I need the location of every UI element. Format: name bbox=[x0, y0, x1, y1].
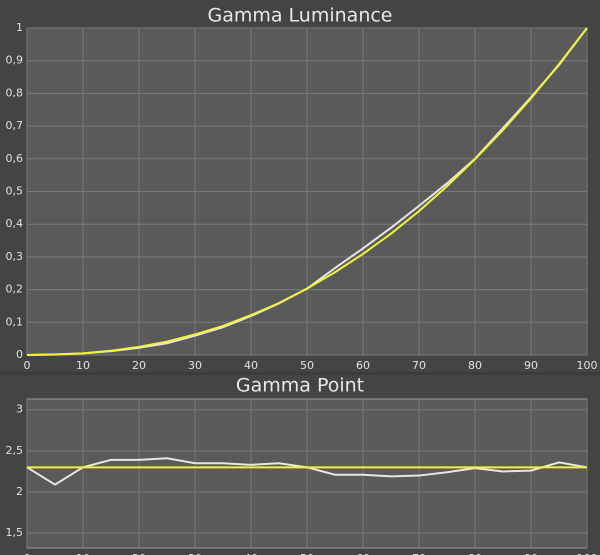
y-tick-label: 0,6 bbox=[6, 152, 24, 165]
y-tick-label: 3 bbox=[16, 403, 23, 416]
x-tick-label: 40 bbox=[244, 552, 258, 555]
x-tick-label: 30 bbox=[188, 359, 202, 372]
y-tick-label: 0,9 bbox=[6, 54, 24, 67]
y-tick-label: 0,8 bbox=[6, 86, 24, 99]
x-tick-label: 60 bbox=[356, 552, 370, 555]
x-tick-label: 20 bbox=[132, 359, 146, 372]
y-tick-label: 2,5 bbox=[6, 444, 24, 457]
y-tick-label: 0,3 bbox=[6, 250, 24, 263]
y-tick-label: 1 bbox=[16, 21, 23, 34]
x-tick-label: 10 bbox=[76, 359, 90, 372]
x-tick-label: 20 bbox=[132, 552, 146, 555]
x-tick-label: 80 bbox=[468, 359, 482, 372]
x-tick-label: 80 bbox=[468, 552, 482, 555]
x-tick-label: 40 bbox=[244, 359, 258, 372]
x-tick-label: 30 bbox=[188, 552, 202, 555]
data-line bbox=[26, 27, 588, 356]
y-tick-label: 0,5 bbox=[6, 185, 24, 198]
y-tick-label: 2 bbox=[16, 485, 23, 498]
x-tick-label: 90 bbox=[524, 552, 538, 555]
x-tick-label: 70 bbox=[412, 359, 426, 372]
chart-title: Gamma Luminance bbox=[207, 5, 392, 27]
x-tick-label: 0 bbox=[24, 359, 31, 372]
x-tick-label: 100 bbox=[577, 359, 598, 372]
y-tick-label: 0,2 bbox=[6, 283, 24, 296]
x-tick-label: 50 bbox=[300, 359, 314, 372]
x-tick-label: 60 bbox=[356, 359, 370, 372]
x-tick-label: 10 bbox=[76, 552, 90, 555]
x-tick-label: 70 bbox=[412, 552, 426, 555]
y-tick-label: 0,4 bbox=[6, 217, 24, 230]
x-tick-label: 100 bbox=[577, 552, 598, 555]
y-tick-label: 1,5 bbox=[6, 526, 24, 539]
y-tick-label: 0 bbox=[16, 348, 23, 361]
x-tick-label: 0 bbox=[24, 552, 31, 555]
y-tick-label: 0,1 bbox=[6, 315, 24, 328]
chart-title: Gamma Point bbox=[236, 375, 364, 397]
x-tick-label: 50 bbox=[300, 552, 314, 555]
x-tick-label: 90 bbox=[524, 359, 538, 372]
y-tick-label: 0,7 bbox=[6, 119, 24, 132]
